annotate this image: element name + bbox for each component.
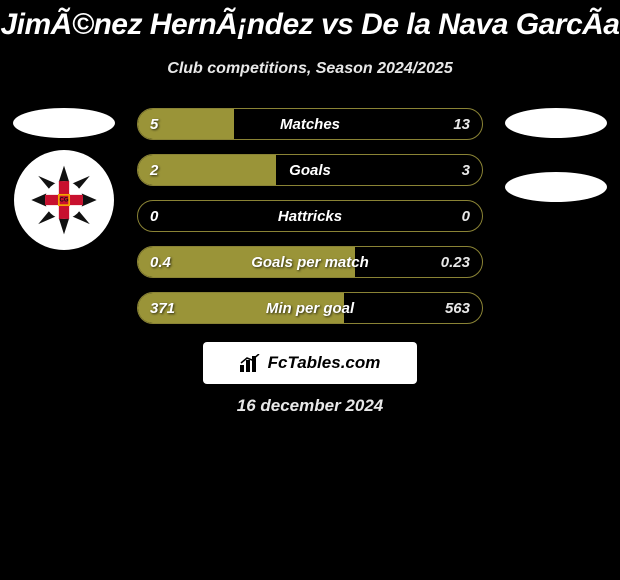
left-player-column: CG [9,108,119,250]
player-photo-left [13,108,115,138]
club-badge-left: CG [14,150,114,250]
player-photo-right [505,108,607,138]
stat-label: Matches [280,116,340,133]
stat-right-value: 0.23 [441,254,470,271]
stat-fill [138,155,276,185]
page-title: JimÃ©nez HernÃ¡ndez vs De la Nava GarcÃ­… [0,8,620,42]
stat-row: 371 Min per goal 563 [137,292,483,324]
stat-left-value: 0.4 [150,254,171,271]
footer-brand-box[interactable]: FcTables.com [203,342,417,384]
stat-label: Hattricks [278,208,342,225]
stats-column: 5 Matches 13 2 Goals 3 0 Hattricks 0 0.4 Goals per… [137,108,483,324]
club-badge-right [505,172,607,202]
stat-right-value: 13 [453,116,470,133]
bars-icon [240,354,262,372]
stat-label: Goals per match [251,254,369,271]
stat-left-value: 2 [150,162,158,179]
stat-right-value: 0 [462,208,470,225]
svg-text:CG: CG [59,198,68,204]
stat-left-value: 5 [150,116,158,133]
stat-left-value: 371 [150,300,175,317]
stat-right-value: 3 [462,162,470,179]
subtitle: Club competitions, Season 2024/2025 [0,60,620,78]
right-player-column [501,108,611,202]
stat-row: 2 Goals 3 [137,154,483,186]
gimnastic-badge-icon: CG [21,157,107,243]
stat-left-value: 0 [150,208,158,225]
stat-row: 5 Matches 13 [137,108,483,140]
footer-logo: FcTables.com [240,353,381,373]
stat-row: 0 Hattricks 0 [137,200,483,232]
footer-brand-text: FcTables.com [268,353,381,373]
stat-label: Goals [289,162,331,179]
date-line: 16 december 2024 [0,396,620,416]
comparison-card: JimÃ©nez HernÃ¡ndez vs De la Nava GarcÃ­… [0,0,620,416]
main-layout: CG 5 Matches 13 2 Goals 3 0 Hattricks 0 0.4 Goals … [0,108,620,324]
stat-right-value: 563 [445,300,470,317]
stat-label: Min per goal [266,300,354,317]
stat-row: 0.4 Goals per match 0.23 [137,246,483,278]
